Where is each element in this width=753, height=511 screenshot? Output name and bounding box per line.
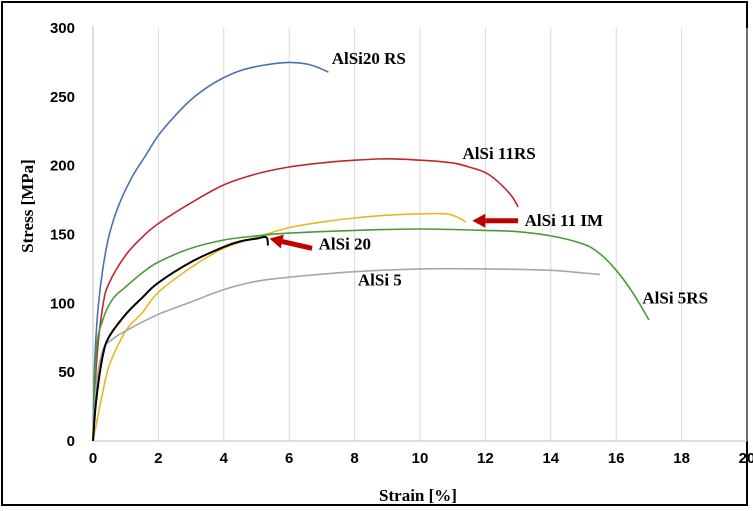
y-tick-label: 300 xyxy=(50,20,75,37)
x-tick-label: 0 xyxy=(89,450,97,467)
series-lines xyxy=(92,61,650,442)
series-line xyxy=(92,267,600,442)
x-tick-label: 10 xyxy=(412,450,429,467)
y-tick-label: 0 xyxy=(67,433,75,450)
arrow-head xyxy=(269,234,284,249)
y-tick-label: 150 xyxy=(50,227,75,244)
x-tick-label: 18 xyxy=(673,450,690,467)
arrow-head xyxy=(472,213,486,228)
y-tick-label: 200 xyxy=(50,158,75,175)
annotation-arrows xyxy=(269,213,519,251)
y-tick-label: 250 xyxy=(50,89,75,106)
series-label: AlSi20 RS xyxy=(332,49,406,68)
series-line xyxy=(92,235,269,442)
series-label: AlSi 5 xyxy=(358,270,402,289)
series-line xyxy=(92,212,467,442)
x-tick-label: 12 xyxy=(477,450,494,467)
y-axis-title: Stress [MPa] xyxy=(18,159,37,253)
series-labels: AlSi20 RS AlSi 11RS AlSi 11 IM AlSi 20 AlSi … xyxy=(319,49,708,308)
series-label: AlSi 11RS xyxy=(463,144,536,163)
series-label: AlSi 11 IM xyxy=(525,211,603,230)
series-label: AlSi 5RS xyxy=(642,288,708,307)
x-axis-title: Strain [%] xyxy=(379,486,457,505)
axes xyxy=(92,26,747,442)
x-tick-label: 8 xyxy=(350,450,358,467)
arrow-shaft xyxy=(281,239,313,251)
series-line xyxy=(92,61,329,442)
x-tick-label: 14 xyxy=(542,450,559,467)
x-tick-label: 2 xyxy=(154,450,162,467)
series-line xyxy=(92,157,519,442)
x-tick-label: 16 xyxy=(608,450,625,467)
y-tick-label: 50 xyxy=(58,364,75,381)
y-tick-label: 100 xyxy=(50,295,75,312)
x-tick-label: 6 xyxy=(285,450,293,467)
series-line xyxy=(92,228,650,442)
x-tick-label: 20 xyxy=(739,450,753,467)
series-label: AlSi 20 xyxy=(319,235,371,254)
grid-lines xyxy=(157,28,748,441)
x-tick-label: 4 xyxy=(220,450,229,467)
